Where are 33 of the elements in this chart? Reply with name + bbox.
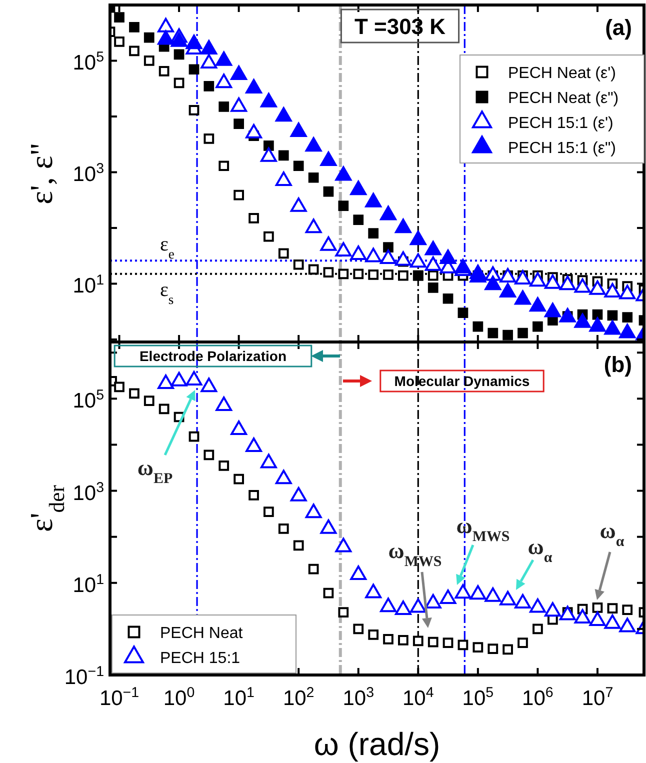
y-tick-label: 10$^{3}$ — [72, 161, 104, 186]
x-tick-label: 10$^{6}$ — [522, 685, 554, 710]
annotation: T =303 K — [354, 14, 446, 39]
x-axis-title: ω (rad/s) — [314, 726, 440, 762]
legend-label: PECH Neat (ε') — [508, 65, 616, 82]
text: (a) — [605, 15, 632, 40]
annotation: ω$_{α}$ — [528, 534, 553, 566]
annotation: Electrode Polarization — [139, 348, 287, 364]
ref-line-label: ε$_{s}$ — [160, 278, 174, 306]
x-tick-label: 10$^{3}$ — [342, 685, 374, 710]
y-tick-label: 10$^{1}$ — [72, 272, 104, 298]
annotation: ω$_{α}$ — [600, 518, 625, 550]
y-axis-title: ε', ε" — [23, 142, 59, 204]
legend-label: PECH Neat — [160, 625, 244, 642]
annotation: ω$_{MWS}$ — [456, 513, 510, 545]
annotation: ω$_{EP}$ — [137, 455, 173, 487]
y-tick-label: 10$^{3}$ — [72, 480, 104, 505]
annotation: ω$_{MWS}$ — [388, 538, 442, 570]
x-tick-label: 10$^{2}$ — [282, 685, 314, 710]
legend-label: PECH 15:1 (ε") — [508, 140, 616, 157]
legend-label: PECH 15:1 — [160, 650, 240, 667]
text: (b) — [604, 352, 632, 377]
x-tick-label: 10$^{0}$ — [163, 685, 195, 710]
x-tick-label: 10$^{7}$ — [582, 685, 614, 710]
x-tick-label: 10$^{5}$ — [462, 685, 494, 710]
x-tick-label: 10$^{4}$ — [402, 685, 434, 710]
y-tick-label: 10$^{5}$ — [72, 50, 104, 75]
ref-line-label: ε$_{e}$ — [160, 234, 174, 262]
y-tick-label: 10$^{1}$ — [72, 572, 104, 597]
y-tick-label: 10$^{5}$ — [72, 388, 104, 413]
legend-label: PECH 15:1 (ε') — [508, 115, 614, 132]
x-tick-label: 10$^{1}$ — [223, 685, 255, 710]
legend-label: PECH Neat (ε") — [508, 90, 619, 107]
